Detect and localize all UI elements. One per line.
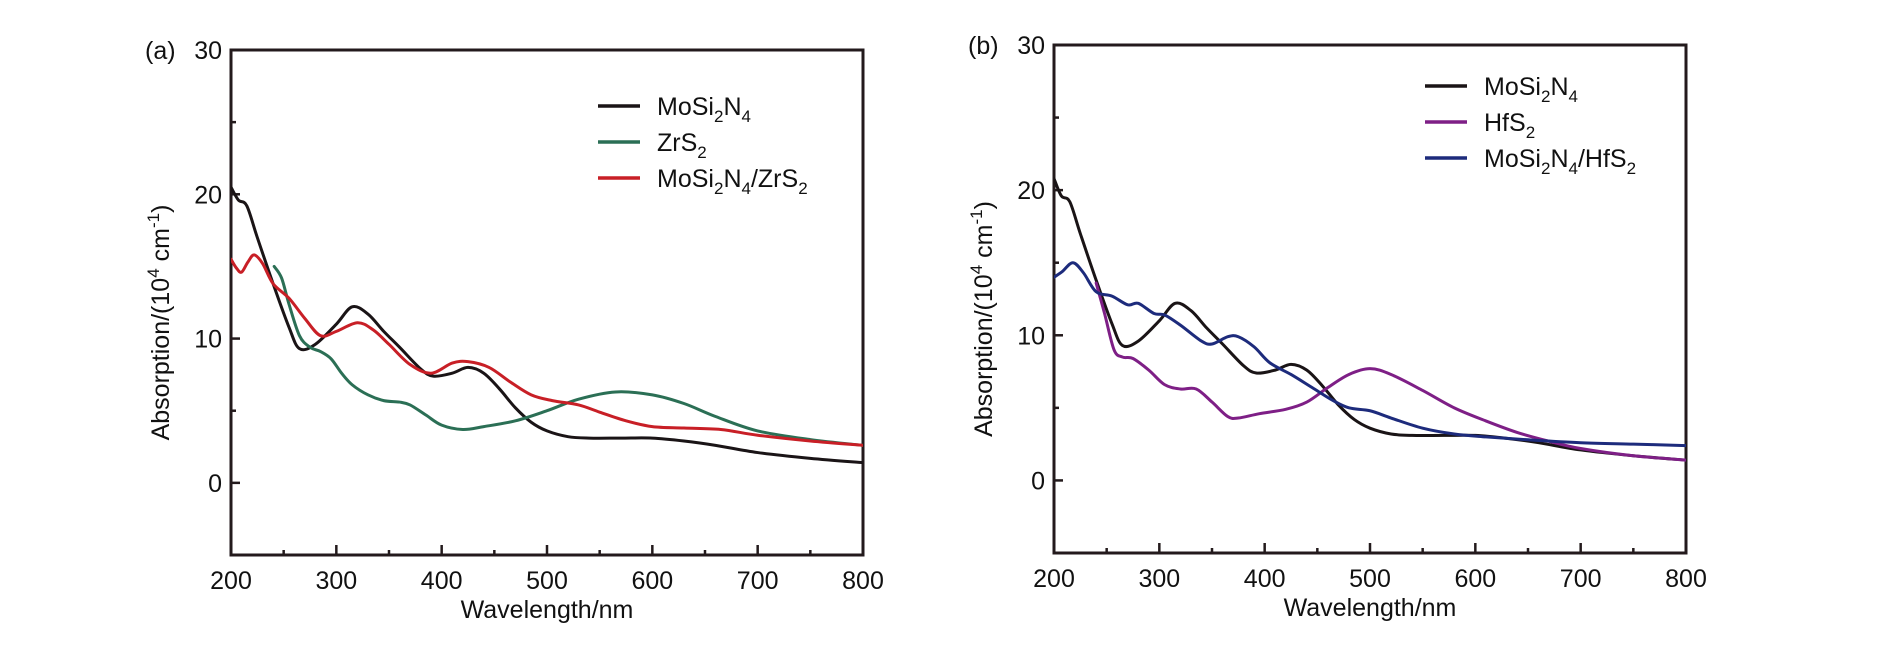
x-axis-title: Wavelength/nm bbox=[461, 596, 634, 624]
y-tick-label: 0 bbox=[1031, 467, 1045, 495]
legend-label: MoSi2N4/HfS2 bbox=[1484, 145, 1636, 178]
x-tick-label: 700 bbox=[1560, 565, 1602, 593]
y-tick-label: 20 bbox=[194, 181, 222, 209]
y-tick-label: 30 bbox=[194, 37, 222, 65]
series-line-mosi2n4-hfs2 bbox=[1054, 261, 1686, 448]
x-tick-label: 800 bbox=[842, 567, 884, 595]
legend-item: ZrS2 bbox=[598, 129, 707, 162]
x-tick-label: 200 bbox=[1033, 565, 1075, 593]
x-tick-label: 400 bbox=[421, 567, 463, 595]
y-tick-label: 20 bbox=[1017, 177, 1045, 205]
legend-item: HfS2 bbox=[1425, 109, 1535, 142]
series-line-mosi2n4-zrs2 bbox=[231, 253, 863, 447]
legend-item: MoSi2N4/HfS2 bbox=[1425, 145, 1636, 178]
y-tick-label: 10 bbox=[1017, 322, 1045, 350]
y-axis-title: Absorption/(104 cm-1) bbox=[967, 201, 998, 437]
x-tick-label: 700 bbox=[737, 567, 779, 595]
series-line-zrs2 bbox=[272, 264, 863, 447]
legend-item: MoSi2N4 bbox=[1425, 73, 1578, 106]
x-tick-label: 600 bbox=[1454, 565, 1496, 593]
x-tick-label: 300 bbox=[1138, 565, 1180, 593]
y-axis-title: Absorption/(104 cm-1) bbox=[144, 205, 175, 441]
y-tick-label: 0 bbox=[208, 470, 222, 498]
plot-frame bbox=[1052, 43, 1688, 555]
y-tick-label: 10 bbox=[194, 326, 222, 354]
chart-panel-b: 200 300 400 500 600 700 800 0 10 20 30 (b) Wavelengt… bbox=[967, 32, 1707, 622]
series-line-mosi2n4 bbox=[1054, 177, 1686, 462]
x-tick-label: 800 bbox=[1665, 565, 1707, 593]
x-tick-label: 600 bbox=[631, 567, 673, 595]
legend-label: MoSi2N4 bbox=[1484, 73, 1578, 106]
chart-panel-a: 200 300 400 500 600 700 800 0 10 20 30 (a) Wavelengt… bbox=[144, 37, 884, 624]
legend-item: MoSi2N4/ZrS2 bbox=[598, 165, 808, 198]
x-tick-label: 400 bbox=[1244, 565, 1286, 593]
legend-label: HfS2 bbox=[1484, 109, 1535, 142]
legend-label: MoSi2N4 bbox=[657, 93, 751, 126]
legend-label: MoSi2N4/ZrS2 bbox=[657, 165, 808, 198]
panel-label: (a) bbox=[145, 37, 176, 65]
plot-frame bbox=[229, 48, 865, 557]
y-tick-label: 30 bbox=[1017, 32, 1045, 60]
series-line-mosi2n4 bbox=[231, 185, 863, 465]
legend-label: ZrS2 bbox=[657, 129, 707, 162]
x-axis-title: Wavelength/nm bbox=[1284, 594, 1457, 622]
x-tick-label: 500 bbox=[526, 567, 568, 595]
x-tick-label: 300 bbox=[315, 567, 357, 595]
panel-label: (b) bbox=[968, 32, 999, 60]
legend-item: MoSi2N4 bbox=[598, 93, 751, 126]
series-line-hfs2 bbox=[1094, 281, 1686, 462]
x-tick-label: 500 bbox=[1349, 565, 1391, 593]
x-tick-label: 200 bbox=[210, 567, 252, 595]
